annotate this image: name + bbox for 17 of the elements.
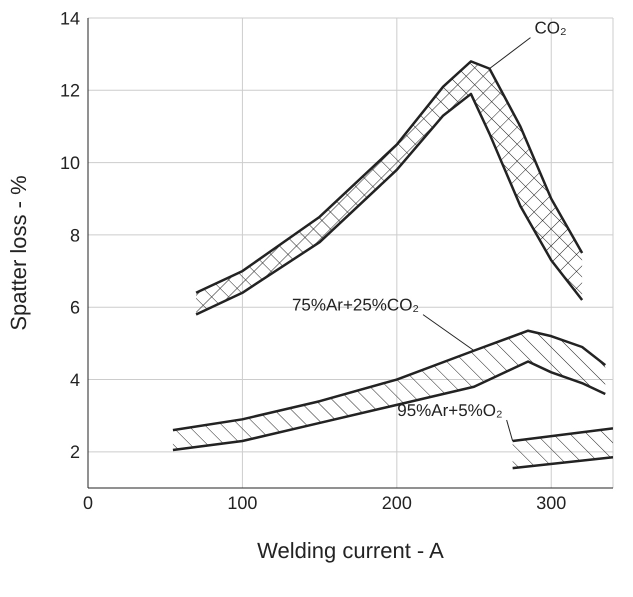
x-tick-label: 200 <box>382 492 412 513</box>
y-axis-title: Spatter loss - % <box>6 175 31 331</box>
x-tick-label: 0 <box>82 492 94 513</box>
y-tick-label: 6 <box>70 298 80 318</box>
y-tick-label: 8 <box>70 225 80 246</box>
x-tick-label: 300 <box>536 492 566 513</box>
x-tick-label: 100 <box>227 492 258 513</box>
annotation: 95%Ar+5%O₂ <box>397 401 503 420</box>
y-tick-label: 10 <box>60 153 80 174</box>
y-tick-label: 12 <box>60 80 80 101</box>
y-tick-label: 4 <box>70 370 80 390</box>
annotation: CO₂ <box>534 18 567 38</box>
line-series <box>172 360 607 452</box>
y-tick-label: 2 <box>70 442 80 462</box>
x-axis-title: Welding current - A <box>257 538 444 563</box>
y-tick-label: 14 <box>60 8 80 28</box>
annotation: 75%Ar+25%CO₂ <box>292 296 420 315</box>
